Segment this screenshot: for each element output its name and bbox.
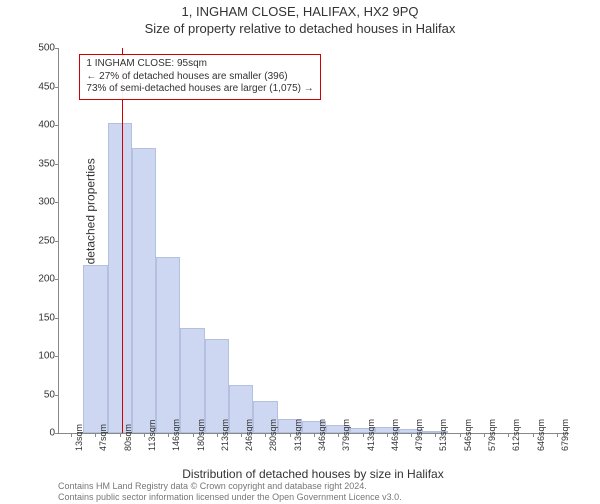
y-tick-mark	[55, 433, 59, 434]
y-tick-mark	[55, 395, 59, 396]
y-tick-mark	[55, 164, 59, 165]
x-tick-label: 679sqm	[560, 419, 570, 451]
x-tick-label: 579sqm	[487, 419, 497, 451]
y-tick-mark	[55, 241, 59, 242]
y-tick-label: 0	[25, 428, 55, 439]
x-tick-mark	[435, 433, 436, 437]
y-tick-label: 50	[25, 389, 55, 400]
annotation-box: 1 INGHAM CLOSE: 95sqm← 27% of detached h…	[79, 54, 320, 100]
footer-line-2: Contains public sector information licen…	[58, 492, 402, 502]
chart-supertitle: 1, INGHAM CLOSE, HALIFAX, HX2 9PQ	[0, 4, 600, 19]
x-tick-mark	[71, 433, 72, 437]
x-axis-label: Distribution of detached houses by size …	[182, 467, 443, 481]
y-tick-mark	[55, 125, 59, 126]
x-tick-mark	[484, 433, 485, 437]
property-marker-line	[122, 48, 123, 433]
x-tick-label: 479sqm	[414, 419, 424, 451]
x-tick-mark	[217, 433, 218, 437]
y-tick-mark	[55, 356, 59, 357]
y-tick-mark	[55, 279, 59, 280]
x-tick-mark	[241, 433, 242, 437]
y-tick-label: 150	[25, 312, 55, 323]
x-tick-label: 612sqm	[511, 419, 521, 451]
y-tick-mark	[55, 48, 59, 49]
x-tick-label: 346sqm	[317, 419, 327, 451]
x-tick-label: 413sqm	[366, 419, 376, 451]
x-tick-label: 379sqm	[341, 419, 351, 451]
y-tick-label: 500	[25, 43, 55, 54]
y-tick-label: 300	[25, 197, 55, 208]
x-tick-mark	[460, 433, 461, 437]
x-tick-mark	[338, 433, 339, 437]
x-tick-mark	[363, 433, 364, 437]
y-tick-label: 450	[25, 81, 55, 92]
plot-area: 05010015020025030035040045050013sqm47sqm…	[58, 48, 569, 434]
y-tick-mark	[55, 87, 59, 88]
x-tick-mark	[120, 433, 121, 437]
x-tick-mark	[95, 433, 96, 437]
x-tick-mark	[193, 433, 194, 437]
y-tick-label: 350	[25, 158, 55, 169]
x-tick-mark	[290, 433, 291, 437]
chart-title: Size of property relative to detached ho…	[0, 21, 600, 36]
histogram-bar	[132, 148, 156, 433]
histogram-bar	[156, 257, 180, 433]
y-tick-label: 400	[25, 120, 55, 131]
footer-line-1: Contains HM Land Registry data © Crown c…	[58, 481, 367, 491]
annotation-line: 1 INGHAM CLOSE: 95sqm	[86, 58, 313, 71]
x-tick-mark	[314, 433, 315, 437]
annotation-line: 73% of semi-detached houses are larger (…	[86, 83, 313, 96]
x-tick-mark	[557, 433, 558, 437]
y-tick-label: 100	[25, 351, 55, 362]
x-tick-label: 446sqm	[390, 419, 400, 451]
histogram-bar	[180, 328, 204, 433]
y-tick-label: 250	[25, 235, 55, 246]
chart-container: Number of detached properties 0501001502…	[58, 48, 568, 433]
x-tick-label: 646sqm	[536, 419, 546, 451]
y-tick-mark	[55, 318, 59, 319]
x-tick-mark	[144, 433, 145, 437]
x-tick-mark	[265, 433, 266, 437]
x-tick-mark	[508, 433, 509, 437]
x-tick-mark	[411, 433, 412, 437]
histogram-bar	[108, 123, 132, 433]
histogram-bar	[83, 265, 107, 433]
x-tick-label: 513sqm	[438, 419, 448, 451]
x-tick-mark	[168, 433, 169, 437]
x-tick-mark	[387, 433, 388, 437]
y-tick-mark	[55, 202, 59, 203]
annotation-line: ← 27% of detached houses are smaller (39…	[86, 71, 313, 84]
x-tick-mark	[533, 433, 534, 437]
x-tick-label: 546sqm	[463, 419, 473, 451]
y-tick-label: 200	[25, 274, 55, 285]
